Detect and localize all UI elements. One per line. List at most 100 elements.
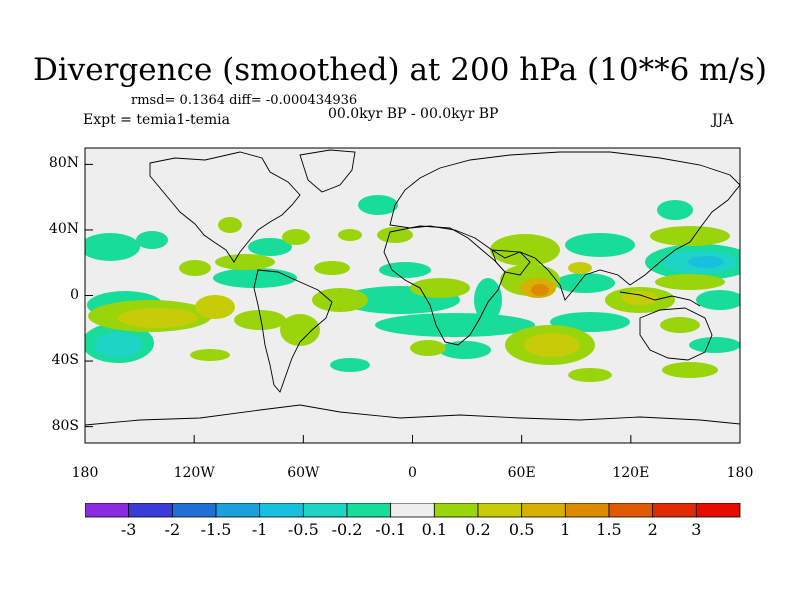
lon-label: 0 <box>408 465 417 481</box>
period-label: 00.0kyr BP - 00.0kyr BP <box>328 106 499 122</box>
lat-label: 0 <box>70 286 79 303</box>
field-patch <box>330 358 370 372</box>
field-patch <box>190 349 230 361</box>
field-patch <box>218 217 242 233</box>
colorbar-label: 0.5 <box>508 520 535 539</box>
colorbar-swatch <box>259 502 304 518</box>
field-patch <box>565 233 635 257</box>
colorbar-label: 2 <box>647 520 658 539</box>
field-patch <box>85 233 140 261</box>
field-patch <box>531 284 549 296</box>
field-patch <box>234 310 286 330</box>
field-patch <box>555 273 615 293</box>
field-patch <box>377 227 413 243</box>
field-patch <box>696 290 740 310</box>
colorbar-swatch <box>652 502 697 518</box>
coast-africa <box>383 225 506 346</box>
field-patch <box>379 262 431 278</box>
field-patch <box>550 312 630 332</box>
field-patch <box>660 317 700 333</box>
coast-eurasia <box>389 151 740 301</box>
colorbar-label: 0.2 <box>465 520 491 539</box>
field-patch <box>474 278 502 322</box>
colorbar-swatch <box>695 502 741 518</box>
coast-australia <box>639 307 713 361</box>
field-patch <box>622 291 658 305</box>
colorbar <box>84 502 745 527</box>
colorbar-label: -2 <box>164 520 181 539</box>
lon-label: 60W <box>287 465 320 481</box>
field-patch <box>338 229 362 241</box>
field-patch <box>195 295 235 319</box>
lon-label: 60E <box>507 465 536 481</box>
lat-label: 40S <box>51 352 79 369</box>
colorbar-label: -0.2 <box>331 520 363 539</box>
field-patch <box>213 268 297 288</box>
field-patch <box>568 262 592 274</box>
coast-arabia <box>491 249 531 276</box>
colorbar-swatch <box>346 502 392 518</box>
colorbar-swatch <box>390 502 435 518</box>
colorbar-label: -1 <box>251 520 268 539</box>
field-patch <box>248 238 292 256</box>
colorbar-label: -1.5 <box>200 520 232 539</box>
colorbar-swatch <box>302 502 348 518</box>
field-patch <box>358 195 398 215</box>
colorbar-label: 3 <box>691 520 702 539</box>
field-patch <box>136 231 168 249</box>
colorbar-label: -0.1 <box>375 520 407 539</box>
coast-antarctica <box>85 404 740 426</box>
colorbar-swatch <box>433 502 479 518</box>
colorbar-swatch <box>84 502 130 518</box>
field-patch <box>657 200 693 220</box>
colorbar-swatch <box>171 502 217 518</box>
field-patch <box>655 274 725 290</box>
lon-label: 120W <box>173 465 215 481</box>
lon-label: 180 <box>71 465 99 481</box>
coast-south-america <box>253 269 333 393</box>
stats-line: rmsd= 0.1364 diff= -0.000434936 <box>131 93 358 108</box>
colorbar-label: 1.5 <box>596 520 622 539</box>
field-patch <box>490 234 560 266</box>
coast-north-america <box>149 151 301 263</box>
field-patch <box>215 254 275 270</box>
field-patch <box>282 229 310 245</box>
axis-ticks <box>84 163 741 443</box>
field-patch <box>314 261 350 275</box>
lon-label: 120E <box>612 465 650 481</box>
coast-greenland <box>299 149 356 193</box>
colorbar-swatch <box>128 502 173 518</box>
colorbar-swatch <box>521 502 566 518</box>
colorbar-label: -3 <box>120 520 137 539</box>
colorbar-label: 1 <box>560 520 571 539</box>
experiment-label: Expt = temia1-temia <box>83 112 230 128</box>
lat-label: 40N <box>48 220 79 237</box>
field-patch <box>375 313 535 337</box>
lon-label: 180 <box>726 465 754 481</box>
lat-label: 80N <box>48 155 79 172</box>
field-patch <box>650 226 730 246</box>
field-patch <box>280 314 320 346</box>
field-patch <box>410 278 470 298</box>
chart-title: Divergence (smoothed) at 200 hPa (10**6 … <box>33 52 767 88</box>
colorbar-label: -0.5 <box>287 520 319 539</box>
colorbar-swatches <box>84 502 741 518</box>
field-patch <box>312 288 368 312</box>
field-patch <box>688 256 724 268</box>
coast-maritime <box>619 291 701 307</box>
field-patch <box>179 260 211 276</box>
field-patch <box>568 368 612 382</box>
field-patch <box>524 333 580 357</box>
colorbar-swatch <box>215 502 261 518</box>
field-patch <box>689 337 740 353</box>
field-patch <box>662 362 718 378</box>
colorbar-label: 0.1 <box>421 520 448 539</box>
divergence-field <box>85 195 740 382</box>
field-patch <box>439 341 491 359</box>
coastlines <box>85 149 740 426</box>
field-patch <box>118 308 198 328</box>
colorbar-swatch <box>608 502 654 518</box>
colorbar-swatch <box>477 502 523 518</box>
lat-label: 80S <box>51 417 79 434</box>
